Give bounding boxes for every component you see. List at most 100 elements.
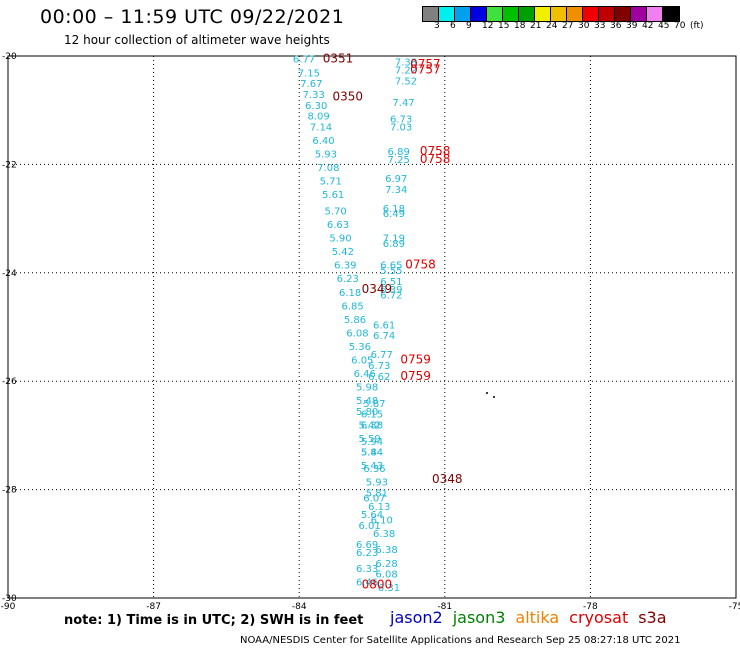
swh-value-label: 7.38 bbox=[395, 57, 417, 68]
swh-value-label: 5.84 bbox=[361, 448, 383, 459]
swh-value-label: 6.46 bbox=[354, 369, 376, 380]
island-dot bbox=[486, 392, 488, 394]
colorbar-swatch bbox=[583, 7, 599, 21]
colorbar-swatch bbox=[631, 7, 647, 21]
swh-value-label: 7.03 bbox=[390, 122, 412, 133]
swh-value-label: 6.31 bbox=[378, 583, 400, 594]
swh-value-label: 5.59 bbox=[358, 434, 380, 445]
swh-value-label: 6.51 bbox=[380, 277, 402, 288]
swh-value-label: 6.23 bbox=[337, 274, 359, 285]
colorbar-swatch bbox=[423, 7, 439, 21]
colorbar-label: 42 bbox=[642, 21, 654, 31]
swh-value-label: 5.36 bbox=[349, 342, 371, 353]
pass-time-label: 0348 bbox=[432, 472, 463, 486]
swh-value-label: 6.46 bbox=[356, 578, 378, 589]
colorbar-label: (ft) bbox=[690, 21, 704, 31]
swh-value-label: 6.38 bbox=[375, 545, 397, 556]
swh-value-label: 6.77 bbox=[371, 350, 393, 361]
colorbar-swatch bbox=[647, 7, 663, 21]
pass-time-label: 0759 bbox=[400, 353, 431, 367]
y-tick-label: -30 bbox=[2, 594, 17, 604]
swh-value-label: 5.42 bbox=[358, 421, 380, 432]
swh-value-label: 5.61 bbox=[322, 190, 344, 201]
swh-value-label: 5.81 bbox=[366, 488, 388, 499]
swh-value-label: 7.25 bbox=[388, 155, 410, 166]
swh-value-label: 6.40 bbox=[312, 136, 334, 147]
x-tick-label: -81 bbox=[437, 602, 452, 612]
colorbar-label: 6 bbox=[450, 21, 456, 31]
swh-value-label: 5.93 bbox=[315, 150, 337, 161]
chart-title: 00:00 – 11:59 UTC 09/22/2021 bbox=[40, 6, 345, 28]
pass-time-label: 0351 bbox=[323, 52, 354, 66]
pass-time-label: 0758 bbox=[420, 152, 451, 166]
colorbar-swatch bbox=[615, 7, 631, 21]
swh-value-label: 6.61 bbox=[373, 320, 395, 331]
footnote: note: 1) Time is in UTC; 2) SWH is in fe… bbox=[64, 613, 364, 628]
colorbar-label: 70 bbox=[674, 21, 686, 31]
colorbar-label: 36 bbox=[610, 21, 622, 31]
swh-value-label: 6.23 bbox=[356, 548, 378, 559]
colorbar-label: 18 bbox=[514, 21, 526, 31]
island-dot bbox=[493, 396, 495, 398]
swh-value-label: 6.65 bbox=[380, 261, 402, 272]
x-tick-label: -75 bbox=[729, 602, 740, 612]
pass-time-label: 0757 bbox=[410, 57, 441, 71]
chart-subtitle: 12 hour collection of altimeter wave hei… bbox=[64, 33, 330, 47]
swh-value-label: 6.28 bbox=[375, 559, 397, 570]
swh-value-label: 6.73 bbox=[390, 114, 412, 125]
colorbar-label: 33 bbox=[594, 21, 606, 31]
swh-value-label: 6.97 bbox=[385, 174, 407, 185]
colorbar-swatch bbox=[535, 7, 551, 21]
swh-value-label: 6.08 bbox=[346, 328, 368, 339]
colorbar-label: 39 bbox=[626, 21, 638, 31]
swh-value-label: 6.30 bbox=[305, 101, 327, 112]
colorbar-swatch bbox=[487, 7, 503, 21]
swh-value-label: 5.87 bbox=[363, 399, 385, 410]
swh-value-label: 6.38 bbox=[361, 421, 383, 432]
swh-value-label: 6.10 bbox=[371, 515, 393, 526]
mission-cryosat: cryosat bbox=[569, 608, 629, 627]
colorbar-labels: 3 6 9 12 15 18 21 24 27 30 33 36 39 42 45 70 (ft) bbox=[422, 21, 740, 33]
colorbar-label: 15 bbox=[498, 21, 510, 31]
swh-value-label: 5.86 bbox=[344, 315, 366, 326]
colorbar-label: 27 bbox=[562, 21, 574, 31]
x-tick-label: -84 bbox=[292, 602, 307, 612]
swh-value-label: 6.18 bbox=[383, 204, 405, 215]
colorbar-label: 9 bbox=[466, 21, 472, 31]
colorbar-swatch bbox=[439, 7, 455, 21]
swh-value-label: 6.01 bbox=[358, 521, 380, 532]
colorbar-swatch bbox=[471, 7, 487, 21]
swh-value-label: 5.93 bbox=[366, 477, 388, 488]
swh-value-label: 6.74 bbox=[373, 331, 395, 342]
swh-value-label: 6.69 bbox=[356, 540, 378, 551]
colorbar-label: 30 bbox=[578, 21, 590, 31]
colorbar-label: 24 bbox=[546, 21, 558, 31]
swh-value-label: 7.67 bbox=[300, 79, 322, 90]
colorbar-swatch bbox=[503, 7, 519, 21]
mission-jason3: jason3 bbox=[452, 608, 506, 627]
y-tick-label: -24 bbox=[2, 269, 17, 279]
swh-value-label: 6.89 bbox=[383, 239, 405, 250]
swh-value-label: 6.77 bbox=[293, 55, 315, 66]
swh-value-label: 6.15 bbox=[361, 410, 383, 421]
mission-s3a: s3a bbox=[638, 608, 667, 627]
pass-time-label: 0349 bbox=[362, 282, 393, 296]
swh-value-label: 5.70 bbox=[324, 206, 346, 217]
swh-value-label: 7.33 bbox=[303, 90, 325, 101]
swh-value-label: 6.36 bbox=[363, 464, 385, 475]
swh-value-label: 7.08 bbox=[317, 163, 339, 174]
y-tick-label: -28 bbox=[2, 486, 17, 496]
x-tick-label: -78 bbox=[583, 602, 598, 612]
swh-colorbar bbox=[422, 6, 680, 22]
swh-value-label: 7.15 bbox=[298, 68, 320, 79]
swh-value-label: 5.44 bbox=[361, 448, 383, 459]
swh-value-label: 5.64 bbox=[361, 510, 383, 521]
swh-value-label: 6.08 bbox=[375, 570, 397, 581]
pass-time-label: 0758 bbox=[420, 144, 451, 158]
swh-value-label: 6.39 bbox=[334, 261, 356, 272]
swh-value-label: 5.42 bbox=[332, 247, 354, 258]
mission-altika: altika bbox=[515, 608, 560, 627]
swh-value-label: 6.07 bbox=[363, 494, 385, 505]
swh-value-label: 6.18 bbox=[339, 288, 361, 299]
credit-line: NOAA/NESDIS Center for Satellite Applica… bbox=[240, 635, 681, 646]
